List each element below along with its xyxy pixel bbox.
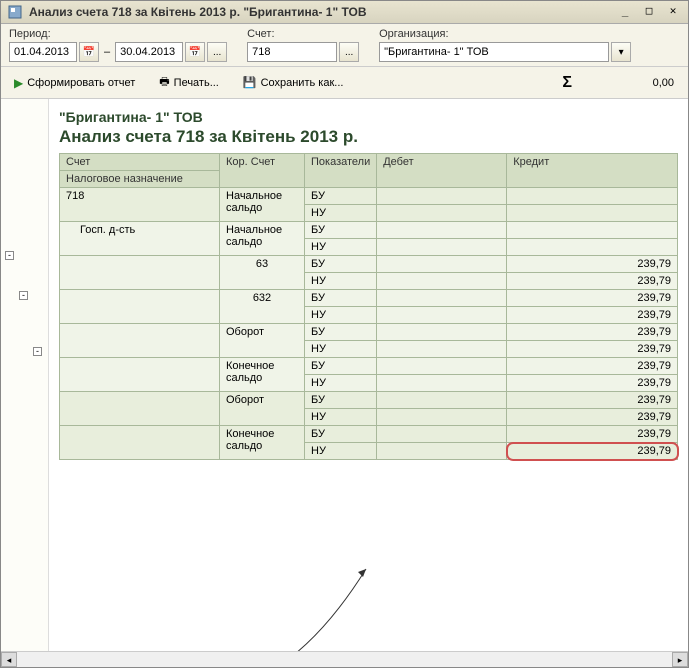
cell-end-balance-s: Конечное сальдо [220, 358, 305, 392]
app-window: Анализ счета 718 за Квітень 2013 р. "Бри… [0, 0, 689, 668]
cell-turnover: Оборот [220, 392, 305, 426]
cell-bu: БУ [305, 188, 377, 205]
report-content: "Бригантина- 1" ТОВ Анализ счета 718 за … [49, 99, 688, 651]
scroll-track[interactable] [17, 652, 672, 667]
cell-start-balance-s: Начальное сальдо [220, 222, 305, 256]
col-tax: Налоговое назначение [60, 171, 220, 188]
minimize-button[interactable]: _ [616, 4, 634, 20]
col-corr: Кор. Счет [220, 154, 305, 188]
cell-end-balance: Конечное сальдо [220, 426, 305, 460]
date-to-picker-icon[interactable]: 📅 [185, 42, 205, 62]
report-area: - - - "Бригантина- 1" ТОВ Анализ счета 7… [1, 99, 688, 651]
scroll-right-button[interactable]: ▸ [672, 652, 688, 667]
maximize-button[interactable]: □ [640, 4, 658, 20]
col-account: Счет [60, 154, 220, 171]
close-button[interactable]: ✕ [664, 4, 682, 20]
highlighted-value: 239,79 [507, 443, 678, 460]
save-icon: 💾 [243, 76, 257, 89]
report-org-title: "Бригантина- 1" ТОВ [59, 109, 678, 125]
fold-toggle[interactable]: - [33, 347, 42, 356]
play-icon: ▶ [14, 76, 23, 90]
cell-acct-632: 632 [220, 290, 305, 324]
window-title: Анализ счета 718 за Квітень 2013 р. "Бри… [29, 5, 610, 19]
report-table: Счет Кор. Счет Показатели Дебет Кредит Н… [59, 153, 678, 460]
printer-icon: 🖶 [159, 73, 169, 92]
account-input[interactable] [247, 42, 337, 62]
callout-arrow [261, 561, 381, 651]
col-debit: Дебет [377, 154, 507, 188]
sigma-total: 0,00 [602, 77, 682, 89]
org-dropdown-button[interactable]: ▾ [611, 42, 631, 62]
report-title: Анализ счета 718 за Квітень 2013 р. [59, 127, 678, 147]
period-select-button[interactable]: ... [207, 42, 227, 62]
col-indic: Показатели [305, 154, 377, 188]
cell-acct-63: 63 [220, 256, 305, 290]
params-panel: Период: 📅 – 📅 ... Счет: ... Организация:… [1, 24, 688, 67]
print-button[interactable]: 🖶Печать... [152, 70, 226, 95]
cell-turnover-s: Оборот [220, 324, 305, 358]
app-icon [7, 4, 23, 20]
cell-nu: НУ [305, 205, 377, 222]
account-label: Счет: [247, 28, 359, 40]
date-to-input[interactable] [115, 42, 183, 62]
date-from-picker-icon[interactable]: 📅 [79, 42, 99, 62]
titlebar: Анализ счета 718 за Квітень 2013 р. "Бри… [1, 1, 688, 24]
account-select-button[interactable]: ... [339, 42, 359, 62]
org-input[interactable] [379, 42, 609, 62]
horizontal-scrollbar[interactable]: ◂ ▸ [1, 651, 688, 667]
scroll-left-button[interactable]: ◂ [1, 652, 17, 667]
cell-gosp: Госп. д-сть [60, 222, 220, 256]
dash: – [101, 46, 113, 58]
fold-toggle[interactable]: - [5, 251, 14, 260]
cell-acct-718: 718 [60, 188, 220, 222]
sigma-label: Σ [542, 74, 592, 92]
toolbar: ▶Сформировать отчет 🖶Печать... 💾Сохранит… [1, 67, 688, 99]
cell-start-balance: Начальное сальдо [220, 188, 305, 222]
save-as-button[interactable]: 💾Сохранить как... [236, 73, 351, 92]
fold-gutter: - - - [1, 99, 49, 651]
org-label: Организация: [379, 28, 631, 40]
period-label: Период: [9, 28, 227, 40]
fold-toggle[interactable]: - [19, 291, 28, 300]
col-credit: Кредит [507, 154, 678, 188]
date-from-input[interactable] [9, 42, 77, 62]
form-report-button[interactable]: ▶Сформировать отчет [7, 73, 142, 93]
